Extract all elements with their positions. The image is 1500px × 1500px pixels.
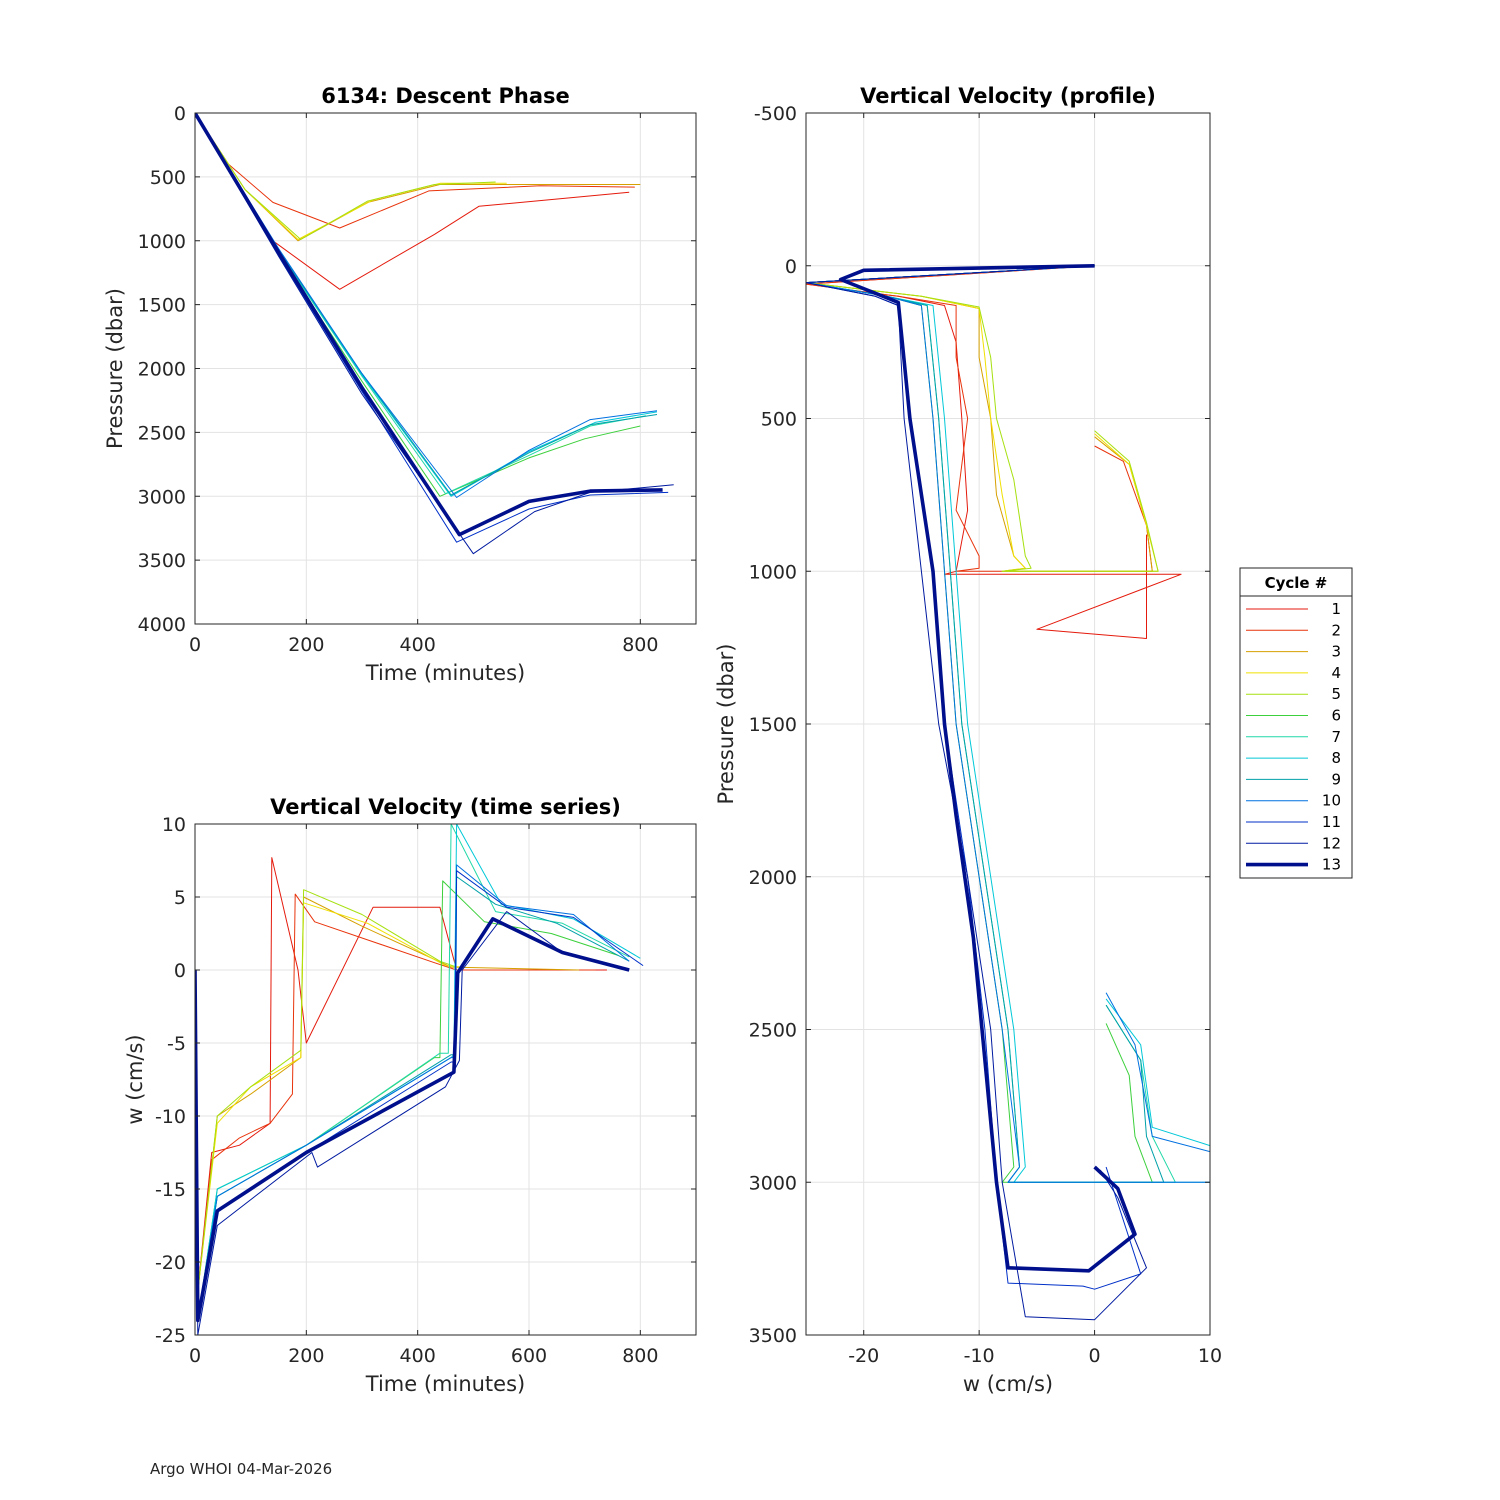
descent-panel: 0 200 400 800 0 500 1000 1500 2000 2500 3000 3500 40… [103, 84, 697, 685]
y-tick-label: 3000 [749, 1172, 797, 1194]
legend-label: 2 [1331, 621, 1341, 639]
x-tick-label: 600 [511, 1345, 547, 1367]
legend-label: 8 [1331, 749, 1341, 767]
series-line-cycle-13 [195, 917, 630, 1323]
x-tick-label: 400 [400, 1345, 436, 1367]
series-line-cycle-10 [195, 113, 658, 498]
series-line-cycle-12 [806, 265, 1147, 1321]
legend-title: Cycle # [1265, 574, 1328, 592]
series-line-cycle-5 [195, 889, 457, 1292]
x-axis-label: w (cm/s) [963, 1372, 1053, 1396]
legend-label: 6 [1331, 707, 1341, 725]
footer-text: Argo WHOI 04-Mar-2026 [150, 1460, 333, 1478]
y-tick-label: 500 [761, 409, 797, 431]
series-line-cycle-12 [195, 911, 630, 1335]
axes-box [194, 823, 697, 1336]
y-axis-label: Pressure (dbar) [103, 288, 127, 449]
y-tick-label: -10 [155, 1106, 186, 1128]
y-tick-label: 0 [174, 960, 186, 982]
legend-label: 5 [1331, 685, 1341, 703]
series-line-cycle-13 [195, 113, 663, 537]
y-tick-label: 10 [162, 814, 186, 836]
series-line-cycle-8 [806, 265, 1210, 1183]
legend-box [1239, 567, 1353, 879]
legend-label: 7 [1331, 728, 1341, 746]
w-profile-panel: -20 -10 0 10 -500 0 500 1000 1500 2000 2500 3000 350… [714, 84, 1222, 1396]
legend-label: 3 [1331, 643, 1341, 661]
y-tick-label: -5 [167, 1033, 186, 1055]
y-tick-label: -500 [754, 103, 797, 125]
w-time-series-panel: 0 200 400 600 800 10 5 0 -5 -10 -15 -20 -25 Vertical … [123, 795, 697, 1396]
y-tick-label: -15 [155, 1179, 186, 1201]
legend-label: 4 [1331, 664, 1341, 682]
series-line-cycle-10 [806, 265, 1210, 1183]
y-tick-label: 0 [785, 256, 797, 278]
series-line-cycle-5 [195, 113, 496, 240]
y-tick-label: 3500 [138, 550, 186, 572]
x-tick-label: 800 [622, 634, 658, 656]
y-axis-label: w (cm/s) [123, 1034, 147, 1124]
y-tick-label: 5 [174, 887, 186, 909]
legend-label: 11 [1322, 813, 1341, 831]
y-tick-label: -25 [155, 1325, 186, 1347]
x-tick-label: 10 [1198, 1345, 1222, 1367]
legend-label: 9 [1331, 770, 1341, 788]
y-tick-label: 2500 [749, 1020, 797, 1042]
x-axis-label: Time (minutes) [365, 661, 525, 685]
y-tick-label: 3500 [749, 1325, 797, 1347]
y-tick-label: 3000 [138, 486, 186, 508]
y-tick-label: 1500 [138, 295, 186, 317]
y-tick-label: 1000 [138, 231, 186, 253]
x-tick-label: 200 [288, 1345, 324, 1367]
chart-title: 6134: Descent Phase [321, 84, 570, 108]
legend-label: 1 [1331, 600, 1341, 618]
series-line-cycle-5 [806, 265, 1159, 572]
y-tick-label: 2000 [138, 359, 186, 381]
x-tick-label: 0 [189, 634, 201, 656]
legend-label: 13 [1322, 856, 1341, 874]
y-tick-label: 500 [150, 167, 186, 189]
y-tick-label: 4000 [138, 614, 186, 636]
x-tick-label: -20 [848, 1345, 879, 1367]
x-tick-label: 0 [1089, 1345, 1101, 1367]
y-tick-label: 1500 [749, 714, 797, 736]
legend-label: 10 [1322, 792, 1341, 810]
x-tick-label: 400 [400, 634, 436, 656]
x-tick-label: 200 [288, 634, 324, 656]
y-tick-label: -20 [155, 1252, 186, 1274]
series-line-cycle-13 [838, 264, 1137, 1273]
y-tick-label: 1000 [749, 561, 797, 583]
x-tick-label: 0 [189, 1345, 201, 1367]
legend-label: 12 [1322, 834, 1341, 852]
x-axis-label: Time (minutes) [365, 1372, 525, 1396]
y-tick-label: 2000 [749, 867, 797, 889]
x-tick-label: 800 [622, 1345, 658, 1367]
plot-area [195, 824, 696, 1335]
y-axis-label: Pressure (dbar) [714, 644, 738, 805]
chart-title: Vertical Velocity (profile) [860, 84, 1156, 108]
y-tick-label: 0 [174, 103, 186, 125]
y-tick-label: 2500 [138, 422, 186, 444]
chart-title: Vertical Velocity (time series) [270, 795, 621, 819]
x-tick-label: -10 [964, 1345, 995, 1367]
